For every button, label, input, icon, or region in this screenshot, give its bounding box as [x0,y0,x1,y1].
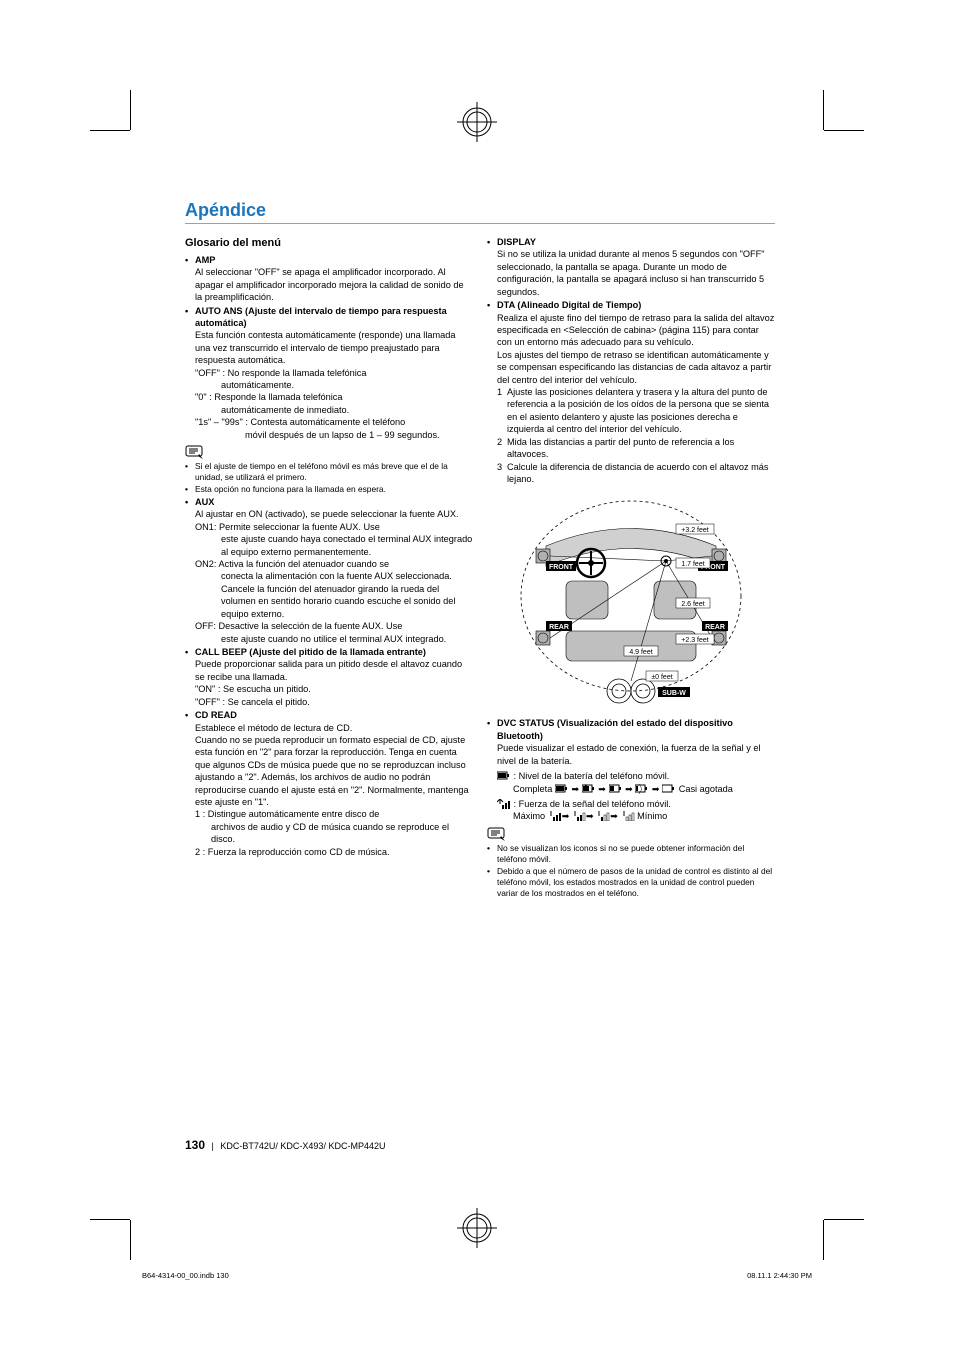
note-icon [487,827,505,841]
imposition-slug: B64-4314-00_00.indb 130 08.11.1 2:44:30 … [142,1271,812,1280]
item-text: Al seleccionar "OFF" se apaga el amplifi… [195,266,473,303]
svg-text:±0 feet: ±0 feet [651,674,672,681]
def-body: automáticamente de inmediato. [221,404,473,416]
title-rule [185,223,775,224]
icon-line-text: Nivel de la batería del teléfono móvil. [519,771,670,781]
menu-item-dta: • DTA (Alineado Digital de Tiempo) Reali… [487,299,775,485]
def-body-inline: Permite seleccionar la fuente AUX. Use [219,522,380,532]
def-body: este ajuste cuando haya conectado el ter… [221,533,473,558]
item-title: CD READ [195,709,473,721]
item-text: Establece el método de lectura de CD. [195,722,473,734]
def-body-inline: Distingue automáticamente entre disco de [208,809,380,819]
item-title: AUTO ANS (Ajuste del intervalo de tiempo… [195,305,473,330]
menu-item-auto-ans: • AUTO ANS (Ajuste del intervalo de tiem… [185,305,473,442]
footer-sep: | [212,1141,214,1151]
svg-text:2.6 feet: 2.6 feet [681,601,704,608]
scale-lead: Máximo [513,811,545,821]
menu-item-dvc-status: • DVC STATUS (Visualización del estado d… [487,717,775,822]
note-text: Debido a que el número de pasos de la un… [497,866,775,899]
step-text: Mida las distancias a partir del punto d… [507,436,775,461]
icon-line-text: Fuerza de la señal del teléfono móvil. [519,799,671,809]
item-text: Los ajustes del tiempo de retraso se ide… [497,349,775,386]
svg-text:1.7 feet: 1.7 feet [681,561,704,568]
left-column: Glosario del menú • AMP Al seleccionar "… [185,236,473,899]
item-title: DISPLAY [497,236,775,248]
item-title: DVC STATUS (Visualización del estado del… [497,717,775,742]
def-label: 1 : [195,809,205,819]
item-title: AUX [195,496,473,508]
dta-cabin-diagram: FRONT FRONT REAR REAR SUB-W +3.2 feet 1.… [506,491,756,711]
svg-text:REAR: REAR [549,624,569,631]
menu-item-aux: • AUX Al ajustar en ON (activado), se pu… [185,496,473,645]
menu-item-cd-read: • CD READ Establece el método de lectura… [185,709,473,858]
svg-text:SUB-W: SUB-W [662,690,686,697]
note-icon [185,445,203,459]
step-text: Ajuste las posiciones delantera y traser… [507,386,775,436]
def-label: OFF: [195,621,216,631]
item-title: DTA (Alineado Digital de Tiempo) [497,299,775,311]
def-label: ON1: [195,522,216,532]
item-title: AMP [195,254,473,266]
def-body: archivos de audio y CD de música cuando … [211,821,473,846]
glossary-heading: Glosario del menú [185,236,473,251]
note-text: Si el ajuste de tiempo en el teléfono mó… [195,461,473,483]
signal-icon [497,799,511,809]
def-body: conecta la alimentación con la fuente AU… [221,570,473,620]
step-text: Calcule la diferencia de distancia de ac… [507,461,775,486]
indd-filename: B64-4314-00_00.indb 130 [142,1271,229,1280]
page-title: Apéndice [185,200,775,221]
svg-text:+3.2 feet: +3.2 feet [681,527,708,534]
scale-lead: Completa [513,784,552,794]
note-text: No se visualizan los iconos si no se pue… [497,843,775,865]
def-body: Se escucha un pitido. [223,684,311,694]
right-column: • DISPLAY Si no se utiliza la unidad dur… [487,236,775,899]
def-body: móvil después de un lapso de 1 – 99 segu… [245,429,473,441]
def-body-inline: No responde la llamada telefónica [228,368,367,378]
def-label: 2 : [195,847,205,857]
item-text: Puede visualizar el estado de conexión, … [497,742,775,767]
def-label: "OFF" : [195,697,225,707]
footer-models: KDC-BT742U/ KDC-X493/ KDC-MP442U [220,1141,385,1151]
item-text: Esta función contesta automáticamente (r… [195,329,473,366]
def-body: automáticamente. [221,379,473,391]
menu-item-amp: • AMP Al seleccionar "OFF" se apaga el a… [185,254,473,304]
menu-item-call-beep: • CALL BEEP (Ajuste del pitido de la lla… [185,646,473,708]
svg-text:FRONT: FRONT [549,564,574,571]
page-content: Apéndice Glosario del menú • AMP Al sele… [185,200,775,899]
def-label: "1s" – "99s" : [195,417,248,427]
def-label: ON2: [195,559,216,569]
registration-mark-bottom [457,1208,497,1248]
def-body-inline: Responde la llamada telefónica [214,392,342,402]
def-label: "OFF" : [195,368,225,378]
page-footer: 130 | KDC-BT742U/ KDC-X493/ KDC-MP442U [185,1138,385,1152]
battery-icon [497,771,511,781]
menu-item-display: • DISPLAY Si no se utiliza la unidad dur… [487,236,775,298]
svg-text:REAR: REAR [705,624,725,631]
def-body-inline: Desactive la selección de la fuente AUX.… [219,621,403,631]
def-body-inline: Contesta automáticamente el teléfono [250,417,405,427]
item-text: Cuando no se pueda reproducir un formato… [195,734,473,809]
def-label: "ON" : [195,684,220,694]
svg-text:4.9 feet: 4.9 feet [629,649,652,656]
item-text: Puede proporcionar salida para un pitido… [195,658,473,683]
def-body: Se cancela el pitido. [228,697,310,707]
registration-mark-top [457,102,497,142]
item-text: Si no se utiliza la unidad durante al me… [497,248,775,298]
indd-timestamp: 08.11.1 2:44:30 PM [747,1271,812,1280]
scale-tail: Mínimo [637,811,667,821]
item-text: Realiza el ajuste fino del tiempo de ret… [497,312,775,349]
svg-text:+2.3 feet: +2.3 feet [681,637,708,644]
def-body: Fuerza la reproducción como CD de música… [208,847,390,857]
item-title: CALL BEEP (Ajuste del pitido de la llama… [195,646,473,658]
note-text: Esta opción no funciona para la llamada … [195,484,473,495]
def-body-inline: Activa la función del atenuador cuando s… [219,559,390,569]
def-label: "0" : [195,392,212,402]
scale-tail: Casi agotada [679,784,733,794]
def-body: este ajuste cuando no utilice el termina… [221,633,473,645]
item-text: Al ajustar en ON (activado), se puede se… [195,508,473,520]
page-number: 130 [185,1138,205,1152]
